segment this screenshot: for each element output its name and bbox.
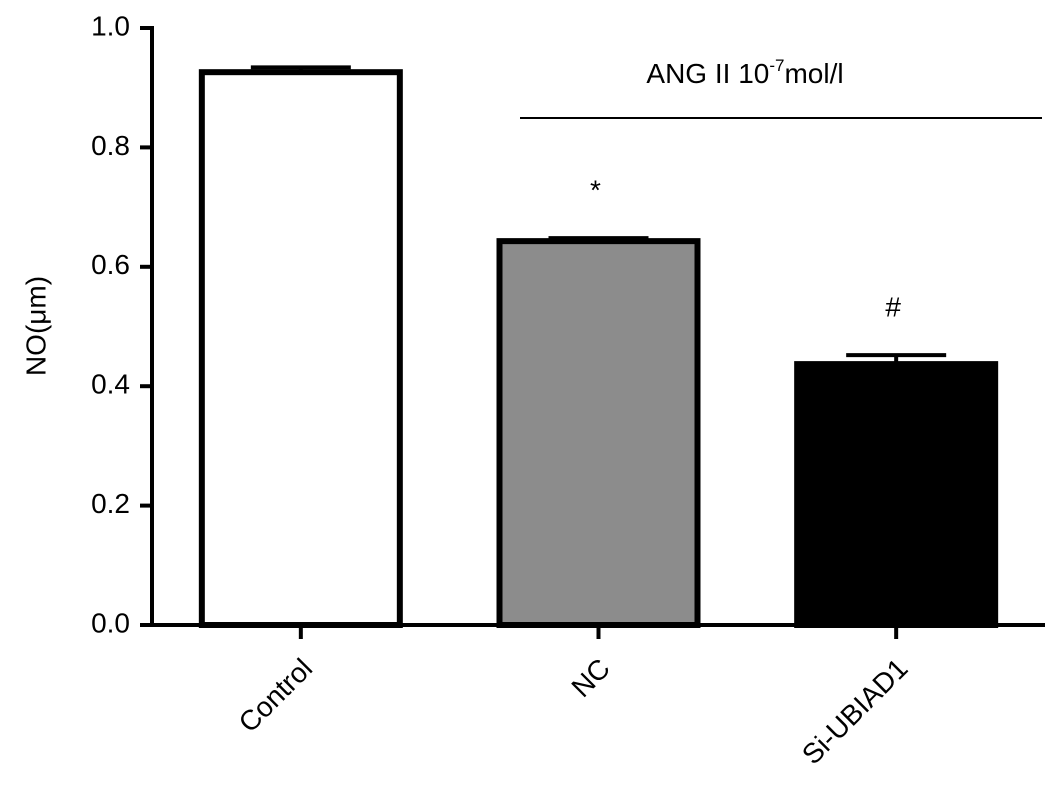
significance-mark: * bbox=[590, 175, 601, 206]
y-tick-label: 0.2 bbox=[91, 488, 130, 519]
x-tick-label: Control bbox=[233, 653, 319, 739]
bar bbox=[496, 238, 701, 628]
significance-mark: # bbox=[885, 292, 901, 323]
y-tick-label: 0.0 bbox=[91, 607, 130, 638]
annotation: ANG II 10-7mol/l bbox=[646, 56, 843, 89]
annotation-text: ANG II 10 bbox=[646, 58, 769, 89]
annotation-text: mol/l bbox=[784, 58, 843, 89]
bar bbox=[794, 361, 999, 628]
y-tick-label: 0.4 bbox=[91, 369, 130, 400]
x-tick-label: Si-UBIAD1 bbox=[796, 653, 914, 771]
y-tick-label: 0.8 bbox=[91, 130, 130, 161]
annotation-superscript: -7 bbox=[769, 56, 784, 75]
y-tick-label: 0.6 bbox=[91, 249, 130, 280]
y-tick-label: 1.0 bbox=[91, 10, 130, 41]
y-axis-label: NO(μm) bbox=[20, 276, 51, 376]
x-tick-label: NC bbox=[565, 653, 616, 704]
bar bbox=[198, 69, 403, 629]
